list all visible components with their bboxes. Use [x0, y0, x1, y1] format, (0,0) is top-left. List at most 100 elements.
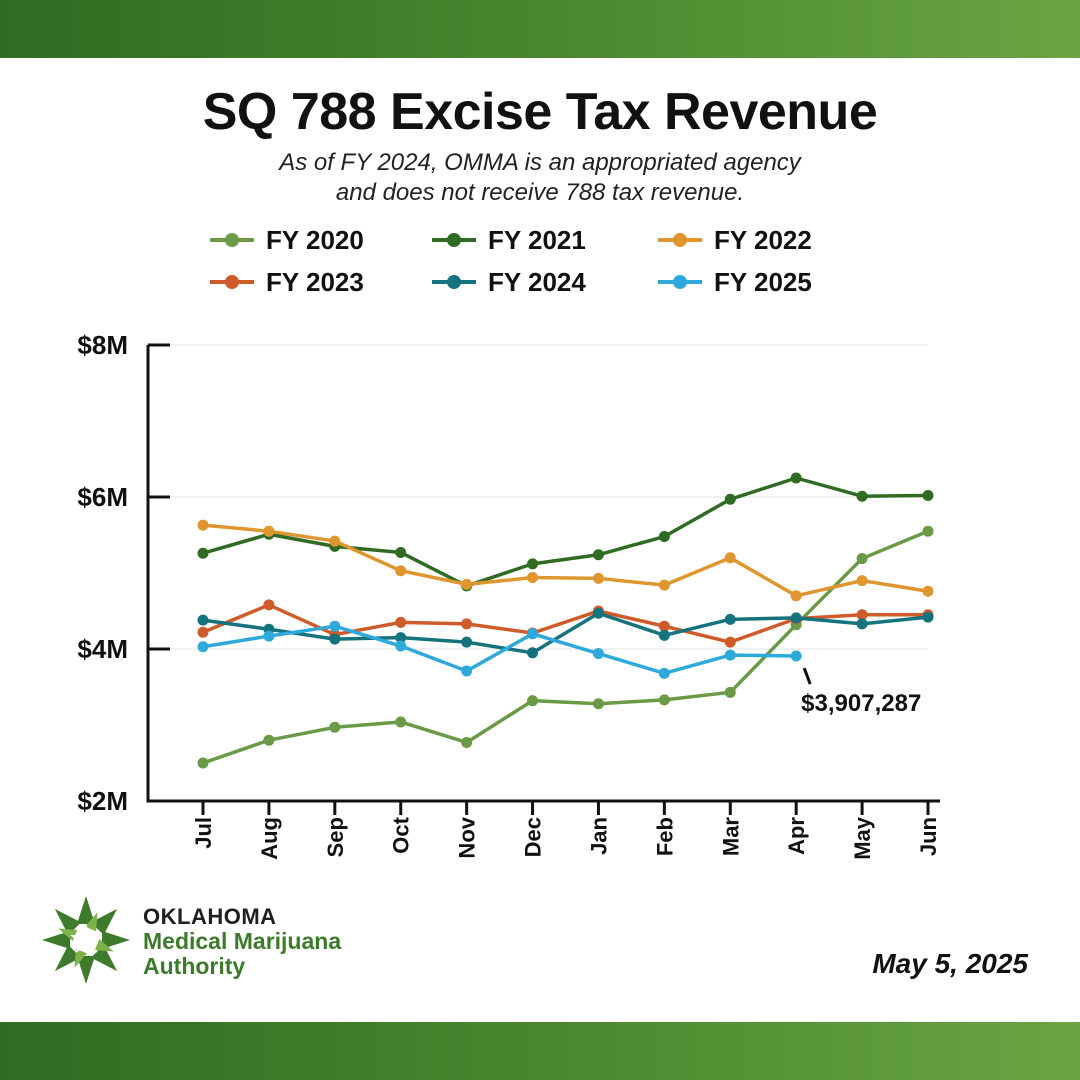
data-point	[592, 572, 604, 584]
data-point	[724, 493, 736, 505]
data-point	[395, 565, 407, 577]
x-tick-label: May	[850, 816, 875, 860]
legend-label: FY 2025	[714, 266, 812, 297]
data-point	[329, 535, 341, 547]
annotation-leader	[802, 667, 812, 685]
data-point	[790, 650, 802, 662]
line-chart: $2M $4M $6M $8M Jul Aug Sep Oct Nov Dec Jan Feb Mar A…	[77, 330, 941, 860]
data-point	[658, 620, 670, 632]
x-tick-label: Oct	[389, 816, 414, 853]
data-point	[922, 525, 934, 537]
y-tick-label: $4M	[77, 634, 128, 664]
x-tick-label: Jun	[916, 817, 941, 856]
legend-label: FY 2021	[488, 224, 586, 255]
legend-item: FY 2023	[210, 264, 364, 300]
data-point	[461, 618, 473, 630]
series-line	[201, 476, 930, 588]
data-point	[263, 630, 275, 642]
data-point	[922, 489, 934, 501]
data-point	[790, 472, 802, 484]
data-point	[395, 640, 407, 652]
data-point	[461, 636, 473, 648]
x-tick-label: Feb	[652, 817, 677, 856]
data-point	[395, 616, 407, 628]
data-point	[658, 629, 670, 641]
legend-swatch	[210, 264, 254, 300]
data-point	[395, 546, 407, 558]
data-point	[461, 578, 473, 590]
data-point	[527, 558, 539, 570]
data-point	[329, 620, 341, 632]
subtitle-line-1: As of FY 2024, OMMA is an appropriated a…	[279, 149, 801, 176]
x-tick-label: Aug	[257, 817, 282, 860]
y-tick-label: $2M	[77, 786, 128, 816]
publish-date: May 5, 2025	[872, 948, 1028, 979]
data-point	[197, 614, 209, 626]
legend-item: FY 2025	[658, 264, 812, 300]
annotation-label: $3,907,287	[801, 690, 921, 717]
data-point	[263, 525, 275, 537]
x-tick-label: Dec	[521, 817, 546, 857]
data-point	[724, 636, 736, 648]
legend-swatch	[432, 264, 476, 300]
data-point	[856, 490, 868, 502]
y-tick-label: $6M	[77, 482, 128, 512]
data-point	[527, 647, 539, 659]
data-point	[658, 694, 670, 706]
org-name: OKLAHOMA Medical Marijuana Authority	[143, 904, 341, 979]
x-tick-label: Sep	[323, 817, 348, 857]
legend-label: FY 2023	[266, 266, 364, 297]
data-point	[527, 695, 539, 707]
data-point	[724, 552, 736, 564]
data-point	[658, 579, 670, 591]
data-point	[724, 613, 736, 625]
data-point	[263, 599, 275, 611]
data-point	[922, 611, 934, 623]
data-point	[395, 632, 407, 644]
data-point	[592, 698, 604, 710]
data-point	[329, 633, 341, 645]
data-point	[856, 553, 868, 565]
chart-title: SQ 788 Excise Tax Revenue	[202, 83, 878, 141]
data-point	[724, 686, 736, 698]
data-point	[197, 547, 209, 559]
legend-label: FY 2022	[714, 224, 812, 255]
data-point	[856, 609, 868, 621]
legend-item: FY 2021	[432, 222, 586, 258]
y-tick-label: $8M	[77, 330, 128, 360]
bottom-banner	[0, 1022, 1080, 1080]
legend-swatch	[432, 222, 476, 258]
data-point	[197, 641, 209, 653]
data-point	[592, 648, 604, 660]
x-tick-label: Mar	[718, 817, 743, 857]
data-point	[856, 618, 868, 630]
x-tick-label: Nov	[455, 816, 480, 858]
data-point	[724, 649, 736, 661]
series-line	[201, 624, 798, 676]
top-banner	[0, 0, 1080, 58]
data-point	[263, 734, 275, 746]
data-point	[592, 549, 604, 561]
data-point	[790, 590, 802, 602]
legend-swatch	[210, 222, 254, 258]
series-line	[201, 529, 930, 765]
data-point	[197, 626, 209, 638]
omma-logo: OKLAHOMA Medical Marijuana Authority	[38, 892, 398, 988]
data-point	[658, 667, 670, 679]
org-name-line-2: Medical Marijuana	[143, 928, 342, 954]
data-point	[856, 575, 868, 587]
legend-item: FY 2022	[658, 222, 812, 258]
data-point	[461, 665, 473, 677]
data-point	[922, 585, 934, 597]
legend-swatch	[658, 222, 702, 258]
subtitle-line-2: and does not receive 788 tax revenue.	[335, 179, 745, 206]
org-name-line-1: OKLAHOMA	[143, 904, 277, 929]
data-point	[527, 628, 539, 640]
data-point	[395, 716, 407, 728]
legend-swatch	[658, 264, 702, 300]
data-point	[592, 607, 604, 619]
series-line	[201, 611, 930, 655]
legend-item: FY 2024	[432, 264, 586, 300]
legend-item: FY 2020	[210, 222, 364, 258]
chart-legend: FY 2020 FY 2021 FY 2022 FY 2023 FY 2024 FY 20…	[210, 222, 890, 312]
